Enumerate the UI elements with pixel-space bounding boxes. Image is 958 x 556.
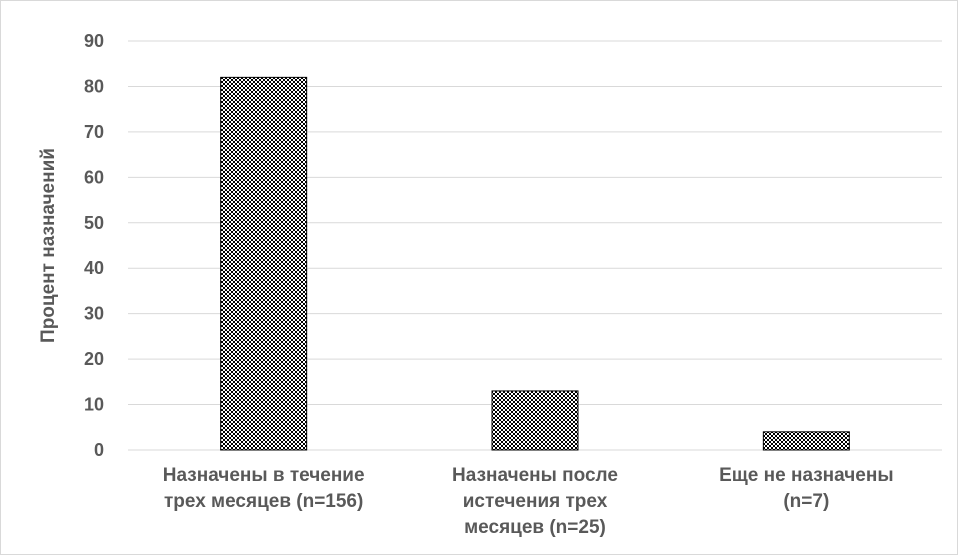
y-tick-label-50: 50 xyxy=(84,213,104,233)
y-tick-label-30: 30 xyxy=(84,304,104,324)
y-tick-label-90: 90 xyxy=(84,31,104,51)
bar-1 xyxy=(220,76,308,451)
y-tick-label-80: 80 xyxy=(84,76,104,96)
y-tick-label-20: 20 xyxy=(84,349,104,369)
x-category-labels: Назначены в течение трех месяцев (n=156)Н… xyxy=(163,465,894,538)
bar-3 xyxy=(762,431,850,451)
y-tick-label-0: 0 xyxy=(94,440,104,460)
x-category-label-line: Назначены после xyxy=(452,465,618,486)
y-tick-label-60: 60 xyxy=(84,167,104,187)
x-category-label-line: Назначены в течение xyxy=(163,465,365,486)
x-category-label-line: истечения трех xyxy=(463,491,608,512)
x-category-label-line: трех месяцев (n=156) xyxy=(164,491,363,512)
bar-2 xyxy=(491,390,579,451)
x-category-label-line: (n=7) xyxy=(783,491,829,512)
y-axis-title: Процент назначений xyxy=(38,148,59,343)
y-tick-labels: 0 10 20 30 40 50 60 70 80 90 xyxy=(84,31,104,460)
x-category-label-3: Еще не назначены (n=7) xyxy=(719,465,893,512)
x-category-label-line: Еще не назначены xyxy=(719,465,893,486)
y-tick-label-10: 10 xyxy=(84,395,104,415)
x-category-label-2: Назначены после истечения трех месяцев (n=… xyxy=(452,465,618,538)
x-category-label-1: Назначены в течение трех месяцев (n=156) xyxy=(163,465,365,512)
y-tick-label-70: 70 xyxy=(84,122,104,142)
x-category-label-line: месяцев (n=25) xyxy=(464,517,606,538)
y-tick-label-40: 40 xyxy=(84,258,104,278)
bars xyxy=(220,76,850,451)
